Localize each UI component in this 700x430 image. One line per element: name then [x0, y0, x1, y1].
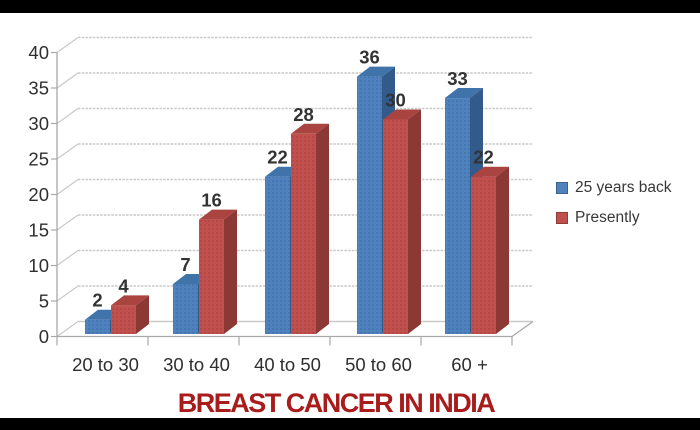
bar-front-face — [199, 219, 224, 334]
y-axis-label: 35 — [28, 78, 49, 99]
gridline-depth-segment — [56, 37, 79, 53]
bar-top-face — [445, 88, 483, 99]
bar-top-face — [357, 66, 395, 77]
value-label: 33 — [447, 68, 468, 89]
value-label: 2 — [92, 290, 102, 311]
bar-top-face — [199, 209, 237, 220]
legend-item-presently: Presently — [556, 206, 672, 230]
bar-presently-40-to-50 — [291, 123, 329, 334]
value-label: 22 — [267, 147, 288, 168]
bar-front-face — [383, 119, 408, 334]
bar-side-face — [136, 295, 149, 334]
bar-top-face — [291, 123, 329, 134]
bar-presently-60-+ — [471, 166, 509, 334]
y-axis-label: 15 — [28, 220, 49, 241]
legend-swatch-red-icon — [556, 212, 568, 224]
legend: 25 years back Presently — [556, 176, 672, 236]
x-axis-category-label: 50 to 60 — [345, 354, 412, 375]
bar-presently-50-to-60 — [383, 109, 421, 334]
top-letterbox-bar — [0, 0, 700, 13]
gridline-depth-segment — [56, 108, 79, 124]
y-axis-label: 25 — [28, 149, 49, 170]
gridline-depth-segment — [56, 285, 79, 302]
x-axis-category-label: 30 to 40 — [163, 354, 230, 375]
y-axis-label: 20 — [28, 184, 49, 205]
x-axis-category-label: 20 to 30 — [72, 354, 139, 375]
bar-front-face — [85, 319, 110, 334]
bar-front-face — [291, 133, 316, 334]
bar-top-face — [471, 166, 509, 177]
legend-swatch-blue-icon — [556, 182, 568, 194]
value-label: 22 — [473, 147, 494, 168]
gridline-depth-segment — [56, 179, 79, 195]
value-label: 16 — [201, 190, 222, 211]
y-axis-label: 40 — [28, 42, 49, 63]
y-axis-label: 0 — [39, 326, 49, 347]
gridline-depth-segment — [56, 321, 79, 337]
bar-front-face — [111, 305, 136, 334]
legend-item-25-years-back: 25 years back — [556, 176, 672, 200]
x-axis-category-label: 60 + — [451, 354, 488, 375]
legend-label: 25 years back — [575, 179, 672, 196]
bar-presently-20-to-30 — [111, 295, 149, 334]
bar-side-face — [408, 109, 421, 334]
y-axis-label: 30 — [28, 113, 49, 134]
bottom-letterbox-bar — [0, 418, 700, 430]
value-label: 4 — [118, 275, 129, 296]
gridline-depth-segment — [56, 250, 79, 266]
gridline-depth-segment — [56, 143, 79, 160]
chart-title: BREAST CANCER IN INDIA — [177, 388, 496, 418]
bar-side-face — [224, 209, 237, 334]
x-axis-category-label: 40 to 50 — [254, 354, 321, 375]
value-label: 28 — [293, 104, 314, 125]
bar-top-face — [383, 109, 421, 120]
bar-side-face — [316, 123, 329, 334]
value-label: 30 — [385, 90, 406, 111]
legend-label: Presently — [575, 209, 640, 226]
bar-front-face — [173, 283, 198, 334]
bar-front-face — [357, 76, 382, 334]
bar-side-face — [496, 166, 509, 334]
bar-top-face — [111, 295, 149, 306]
bar-front-face — [265, 176, 290, 334]
value-label: 36 — [359, 47, 380, 68]
y-axis-label: 5 — [39, 291, 49, 312]
gridline-depth-segment — [56, 72, 79, 89]
value-label: 7 — [180, 254, 190, 275]
y-axis-label: 10 — [28, 255, 49, 276]
gridline-depth-segment — [56, 214, 79, 231]
bar-front-face — [471, 176, 496, 334]
bar-front-face — [445, 98, 470, 334]
bar-presently-30-to-40 — [199, 209, 237, 334]
